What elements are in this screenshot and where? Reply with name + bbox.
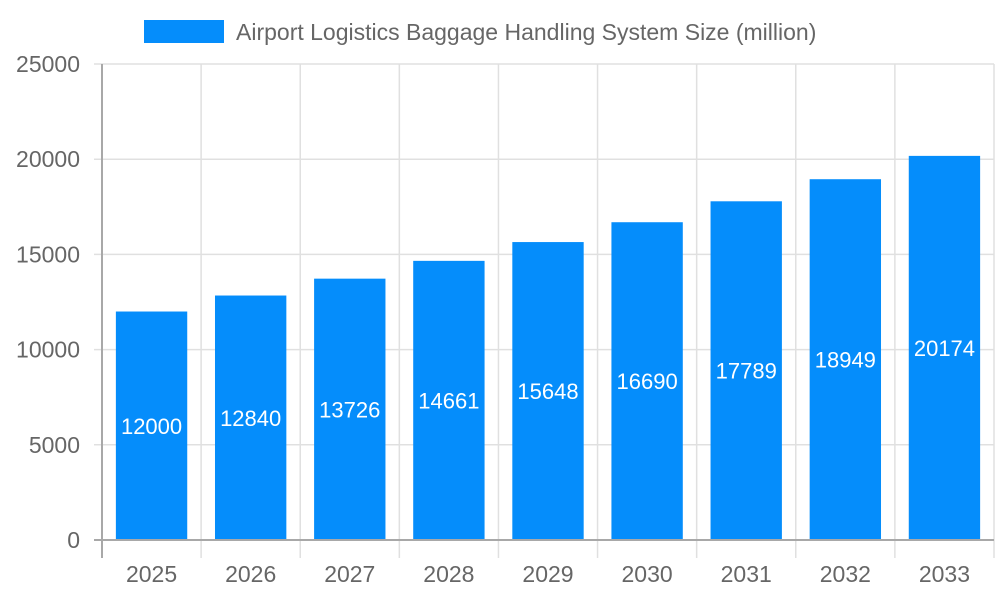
x-axis-ticks: 2025 2026 2027 2028 2029 2030 2031 2032 2033 — [126, 561, 970, 587]
bar-value-label: 20174 — [914, 336, 975, 361]
bar-2033[interactable] — [908, 155, 981, 541]
axes — [94, 64, 994, 558]
x-tick-label: 2033 — [919, 561, 970, 587]
bar-value-label: 13726 — [319, 397, 380, 422]
y-tick-label: 20000 — [16, 146, 80, 172]
bar-value-label: 15648 — [517, 379, 578, 404]
y-tick-label: 10000 — [16, 337, 80, 363]
x-tick-label: 2025 — [126, 561, 177, 587]
bar-value-label: 12840 — [220, 406, 281, 431]
y-tick-label: 15000 — [16, 241, 80, 267]
y-tick-label: 25000 — [16, 51, 80, 77]
x-tick-label: 2031 — [721, 561, 772, 587]
x-tick-label: 2030 — [622, 561, 673, 587]
bar-2028[interactable] — [413, 260, 485, 540]
bar-2029[interactable] — [512, 242, 584, 540]
bar-value-label: 17789 — [716, 359, 777, 384]
x-tick-label: 2028 — [423, 561, 474, 587]
y-tick-label: 0 — [67, 527, 80, 553]
legend-swatch — [144, 20, 224, 43]
bar-value-label: 12000 — [121, 414, 182, 439]
grid-lines — [94, 63, 995, 558]
y-axis-ticks: 0 5000 10000 15000 20000 25000 — [16, 51, 80, 553]
bar-2032[interactable] — [809, 179, 882, 540]
legend[interactable]: Airport Logistics Baggage Handling Syste… — [144, 19, 816, 45]
bar-2030[interactable] — [611, 222, 683, 540]
legend-label: Airport Logistics Baggage Handling Syste… — [236, 19, 816, 45]
x-tick-label: 2026 — [225, 561, 276, 587]
data-labels: 12000 12840 13726 14661 15648 16690 17789 18949… — [121, 336, 975, 439]
bar-2031[interactable] — [710, 201, 782, 541]
bar-2025[interactable] — [115, 311, 188, 540]
bars — [115, 155, 981, 541]
bar-value-label: 18949 — [815, 348, 876, 373]
x-tick-label: 2027 — [324, 561, 375, 587]
x-tick-label: 2029 — [522, 561, 573, 587]
bar-2026[interactable] — [214, 295, 287, 540]
y-tick-label: 5000 — [29, 432, 80, 458]
bar-2027[interactable] — [314, 278, 386, 540]
x-tick-label: 2032 — [820, 561, 871, 587]
bar-value-label: 16690 — [617, 369, 678, 394]
bar-value-label: 14661 — [418, 388, 479, 413]
